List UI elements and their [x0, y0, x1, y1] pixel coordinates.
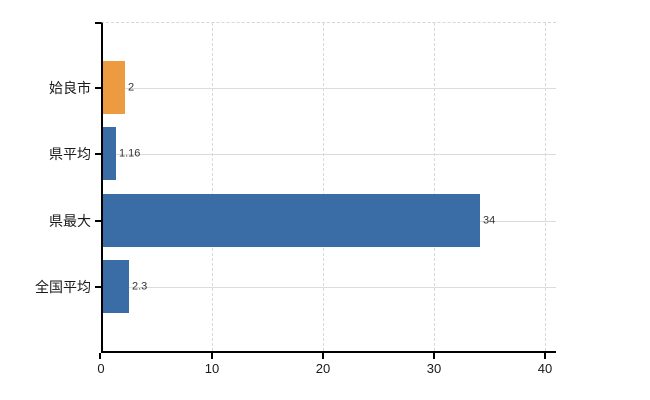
- y-axis-tick-2: [95, 220, 101, 222]
- x-axis-tick-label-10: 10: [204, 361, 220, 376]
- y-axis-category-label-1: 県平均: [49, 146, 91, 162]
- vertical-gridline-10: [212, 23, 213, 351]
- horizontal-gridline-3: [103, 287, 556, 288]
- bar-0: [103, 61, 125, 114]
- vertical-gridline-30: [434, 23, 435, 351]
- x-axis-tick-20: [322, 353, 324, 359]
- bar-value-label-1: 1.16: [119, 147, 141, 160]
- y-axis-tick-1: [95, 153, 101, 155]
- bar-2: [103, 194, 480, 247]
- bar-3: [103, 260, 129, 313]
- x-axis-tick-label-20: 20: [315, 361, 331, 376]
- y-axis-tick-3: [95, 286, 101, 288]
- y-axis-top-tick: [95, 22, 101, 24]
- y-axis-category-label-3: 全国平均: [35, 279, 91, 295]
- x-axis-tick-label-40: 40: [537, 361, 553, 376]
- bar-value-label-3: 2.3: [132, 280, 148, 293]
- x-axis-tick-10: [211, 353, 213, 359]
- horizontal-gridline-0: [103, 88, 556, 89]
- bar-value-label-0: 2: [128, 81, 135, 94]
- y-axis-tick-0: [95, 87, 101, 89]
- x-axis-tick-40: [544, 353, 546, 359]
- x-axis-tick-30: [433, 353, 435, 359]
- horizontal-gridline-1: [103, 154, 556, 155]
- y-axis-category-label-0: 姶良市: [49, 80, 91, 96]
- plot-area: 2 1.16 34 2.3: [101, 22, 556, 353]
- x-axis-tick-label-30: 30: [426, 361, 442, 376]
- vertical-gridline-40: [545, 23, 546, 351]
- bar-value-label-2: 34: [483, 214, 496, 227]
- bar-1: [103, 127, 116, 180]
- x-axis-tick-0: [99, 353, 101, 359]
- y-axis-category-label-2: 県最大: [49, 213, 91, 229]
- x-axis-tick-label-0: 0: [97, 361, 105, 376]
- vertical-gridline-20: [323, 23, 324, 351]
